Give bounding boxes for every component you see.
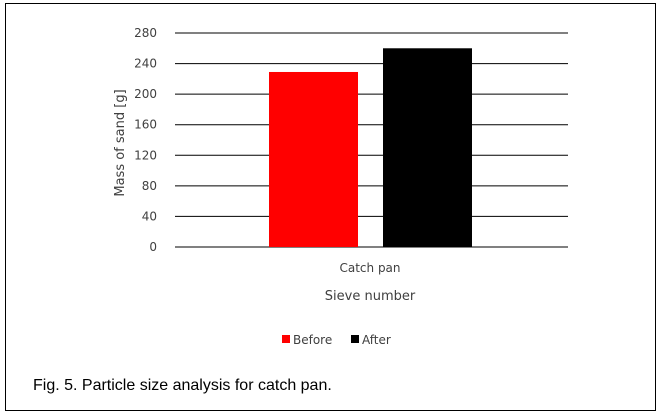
y-tick-labels: 0 40 80 120 160 200 240 280	[134, 26, 157, 254]
y-tick-label-200: 200	[134, 87, 157, 101]
legend-label-before: Before	[293, 333, 332, 347]
legend-swatch-after	[351, 335, 359, 343]
y-axis-title: Mass of sand [g]	[113, 89, 128, 196]
y-tick-label-0: 0	[149, 240, 157, 254]
legend: Before After	[282, 333, 391, 347]
figure-caption: Fig. 5. Particle size analysis for catch…	[33, 377, 332, 394]
y-tick-label-80: 80	[142, 179, 157, 193]
y-tick-label-160: 160	[134, 118, 157, 132]
gridlines	[175, 32, 568, 248]
x-tick-label-catch-pan: Catch pan	[339, 261, 400, 275]
legend-label-after: After	[362, 333, 391, 347]
bar-after	[383, 48, 472, 248]
y-tick-label-40: 40	[142, 209, 157, 223]
x-axis-title: Sieve number	[325, 289, 416, 304]
bar-before	[269, 71, 358, 247]
legend-swatch-before	[282, 335, 290, 343]
y-tick-label-280: 280	[134, 26, 157, 40]
y-tick-label-120: 120	[134, 148, 157, 162]
bars	[269, 48, 472, 248]
y-tick-label-240: 240	[134, 57, 157, 71]
